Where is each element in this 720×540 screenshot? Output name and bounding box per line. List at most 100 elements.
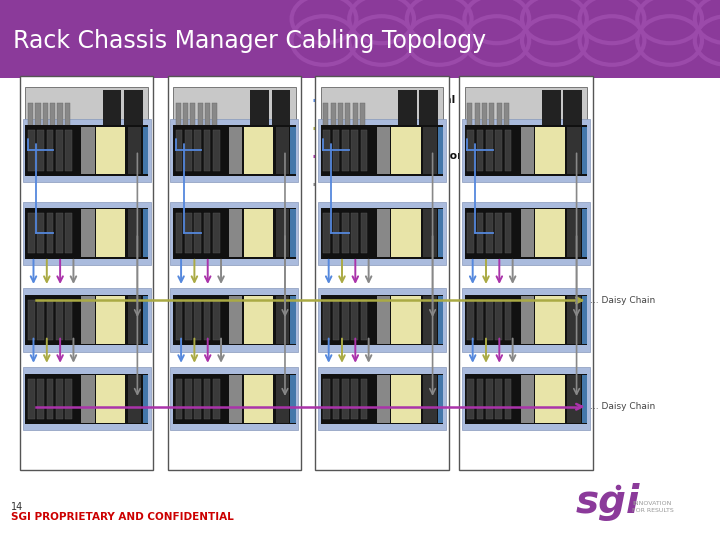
- Bar: [47, 300, 53, 340]
- Bar: [477, 213, 483, 253]
- Bar: [482, 103, 487, 126]
- Bar: [351, 300, 358, 340]
- Text: 1588 Vlan Conn.: 1588 Vlan Conn.: [342, 123, 442, 133]
- Bar: [459, 76, 593, 470]
- Bar: [467, 103, 472, 126]
- Bar: [176, 130, 182, 171]
- Bar: [521, 296, 534, 344]
- Bar: [495, 300, 502, 340]
- Bar: [351, 213, 358, 253]
- Bar: [28, 130, 35, 171]
- Bar: [276, 210, 289, 257]
- Bar: [467, 213, 474, 253]
- Text: 14: 14: [11, 502, 23, 511]
- Bar: [173, 374, 296, 424]
- Bar: [567, 210, 580, 257]
- Bar: [213, 213, 220, 253]
- Bar: [521, 375, 534, 423]
- Bar: [25, 125, 148, 176]
- Bar: [37, 379, 44, 419]
- Bar: [505, 130, 511, 171]
- Bar: [56, 213, 63, 253]
- Bar: [124, 90, 143, 131]
- Text: sgi: sgi: [576, 483, 640, 521]
- Bar: [398, 90, 417, 131]
- Bar: [35, 103, 40, 126]
- Bar: [66, 213, 72, 253]
- Bar: [128, 296, 141, 344]
- Bar: [582, 296, 588, 344]
- Bar: [423, 210, 436, 257]
- Bar: [462, 288, 590, 352]
- Bar: [438, 126, 444, 174]
- Bar: [205, 103, 210, 126]
- Bar: [391, 296, 420, 344]
- Bar: [351, 379, 358, 419]
- Bar: [171, 202, 298, 265]
- Bar: [486, 130, 492, 171]
- Bar: [204, 300, 210, 340]
- Bar: [37, 300, 44, 340]
- Bar: [23, 367, 150, 430]
- Bar: [323, 103, 328, 126]
- Bar: [81, 296, 95, 344]
- Bar: [66, 379, 72, 419]
- Bar: [176, 213, 182, 253]
- Bar: [338, 103, 343, 126]
- Bar: [243, 375, 273, 423]
- Bar: [346, 103, 351, 126]
- Bar: [486, 379, 492, 419]
- Bar: [438, 210, 444, 257]
- Bar: [391, 210, 420, 257]
- Bar: [567, 126, 580, 174]
- Bar: [318, 119, 446, 182]
- Bar: [194, 300, 201, 340]
- Bar: [464, 208, 588, 259]
- Text: CM/Leader Vlan Conn: CM/Leader Vlan Conn: [342, 151, 472, 161]
- Bar: [462, 119, 590, 182]
- Bar: [229, 296, 243, 344]
- Bar: [37, 213, 44, 253]
- Bar: [567, 375, 580, 423]
- Bar: [505, 379, 511, 419]
- Bar: [377, 126, 390, 174]
- Bar: [477, 130, 483, 171]
- Bar: [505, 300, 511, 340]
- Bar: [290, 126, 296, 174]
- Bar: [176, 300, 182, 340]
- Bar: [194, 213, 201, 253]
- Bar: [535, 296, 564, 344]
- Bar: [320, 374, 444, 424]
- Bar: [361, 379, 367, 419]
- Bar: [185, 300, 192, 340]
- Bar: [438, 375, 444, 423]
- Bar: [391, 126, 420, 174]
- Bar: [320, 208, 444, 259]
- Bar: [361, 130, 367, 171]
- Bar: [56, 130, 63, 171]
- Bar: [194, 379, 201, 419]
- Bar: [504, 103, 509, 126]
- Bar: [563, 90, 582, 131]
- Bar: [495, 213, 502, 253]
- Bar: [23, 288, 150, 352]
- Bar: [323, 213, 330, 253]
- Bar: [143, 210, 148, 257]
- Bar: [464, 374, 588, 424]
- Bar: [194, 130, 201, 171]
- Bar: [171, 288, 298, 352]
- Bar: [212, 103, 217, 126]
- Bar: [419, 90, 438, 131]
- Bar: [490, 103, 495, 126]
- Bar: [342, 379, 348, 419]
- Bar: [467, 379, 474, 419]
- Bar: [567, 296, 580, 344]
- Bar: [28, 379, 35, 419]
- Bar: [333, 130, 339, 171]
- Bar: [521, 126, 534, 174]
- Text: IRU Ring Conn: IRU Ring Conn: [342, 179, 429, 189]
- Bar: [66, 300, 72, 340]
- Bar: [377, 210, 390, 257]
- Bar: [462, 202, 590, 265]
- Bar: [276, 296, 289, 344]
